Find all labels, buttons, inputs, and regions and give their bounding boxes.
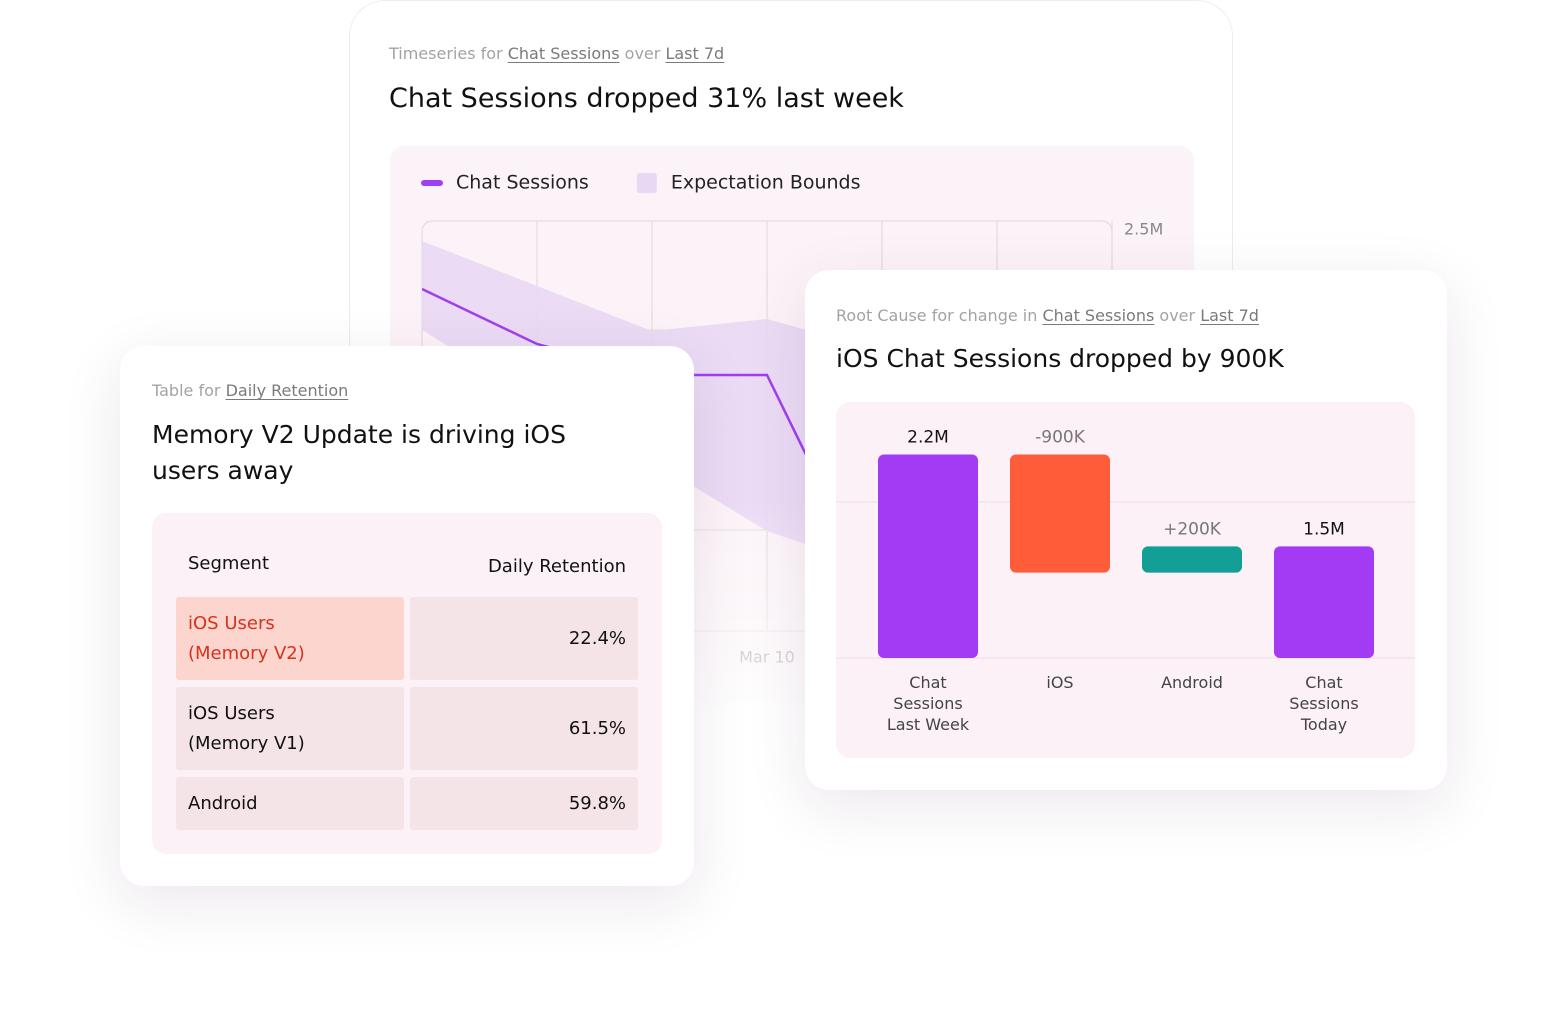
table-cell: 59.8% <box>410 777 638 830</box>
period-link[interactable]: Last 7d <box>665 44 725 63</box>
caption-text: Root Cause for change in <box>836 306 1038 325</box>
caption-text: Table for <box>152 381 221 400</box>
caption-text: over <box>1159 306 1196 325</box>
caption-text: over <box>624 44 661 63</box>
caption: Root Cause for change in Chat Sessions o… <box>836 306 1259 325</box>
bar <box>1274 546 1374 658</box>
legend-label: Chat Sessions <box>456 172 589 194</box>
column-header: Daily Retention <box>487 556 626 577</box>
x-tick-label: Chat Sessions Today <box>1289 673 1359 734</box>
waterfall-chart: 2.2M -900K +200K 1.5M <box>836 428 1415 659</box>
caption: Table for Daily Retention <box>152 381 348 400</box>
metric-link[interactable]: Chat Sessions <box>1042 306 1155 325</box>
table-cell: Android <box>176 777 404 830</box>
column-header: Segment <box>188 553 269 574</box>
metric-link[interactable]: Daily Retention <box>225 381 349 400</box>
table-cell: 61.5% <box>410 687 638 770</box>
card-title: Memory V2 Update is driving iOS users aw… <box>152 420 566 485</box>
x-tick-label: iOS <box>1046 673 1074 692</box>
legend-label: Expectation Bounds <box>671 172 861 194</box>
x-tick-label: Chat Sessions Last Week <box>886 673 970 734</box>
value-label: 2.2M <box>907 428 949 448</box>
table-cell: iOS Users (Memory V1) <box>176 687 404 770</box>
bar <box>878 454 978 658</box>
x-tick-label: Android <box>1161 673 1223 692</box>
bar <box>1010 454 1110 573</box>
legend-swatch <box>636 173 657 193</box>
table-card: Table for Daily Retention Memory V2 Upda… <box>120 346 694 886</box>
bar <box>1142 546 1242 573</box>
metric-link[interactable]: Chat Sessions <box>507 44 620 63</box>
root-cause-card: Root Cause for change in Chat Sessions o… <box>805 270 1447 790</box>
caption: Timeseries for Chat Sessions over Last 7… <box>389 44 724 63</box>
table-cell: 22.4% <box>410 597 638 680</box>
x-tick-label: Mar 10 <box>739 648 795 667</box>
y-tick-label: 2.5M <box>1124 220 1163 239</box>
period-link[interactable]: Last 7d <box>1200 306 1259 325</box>
value-label: +200K <box>1163 519 1222 539</box>
value-label: 1.5M <box>1303 519 1345 539</box>
value-label: -900K <box>1035 428 1086 448</box>
table-cell: iOS Users (Memory V2) <box>176 597 404 680</box>
caption-text: Timeseries for <box>389 44 503 63</box>
card-title: iOS Chat Sessions dropped by 900K <box>836 344 1284 373</box>
card-title: Chat Sessions dropped 31% last week <box>389 83 904 114</box>
